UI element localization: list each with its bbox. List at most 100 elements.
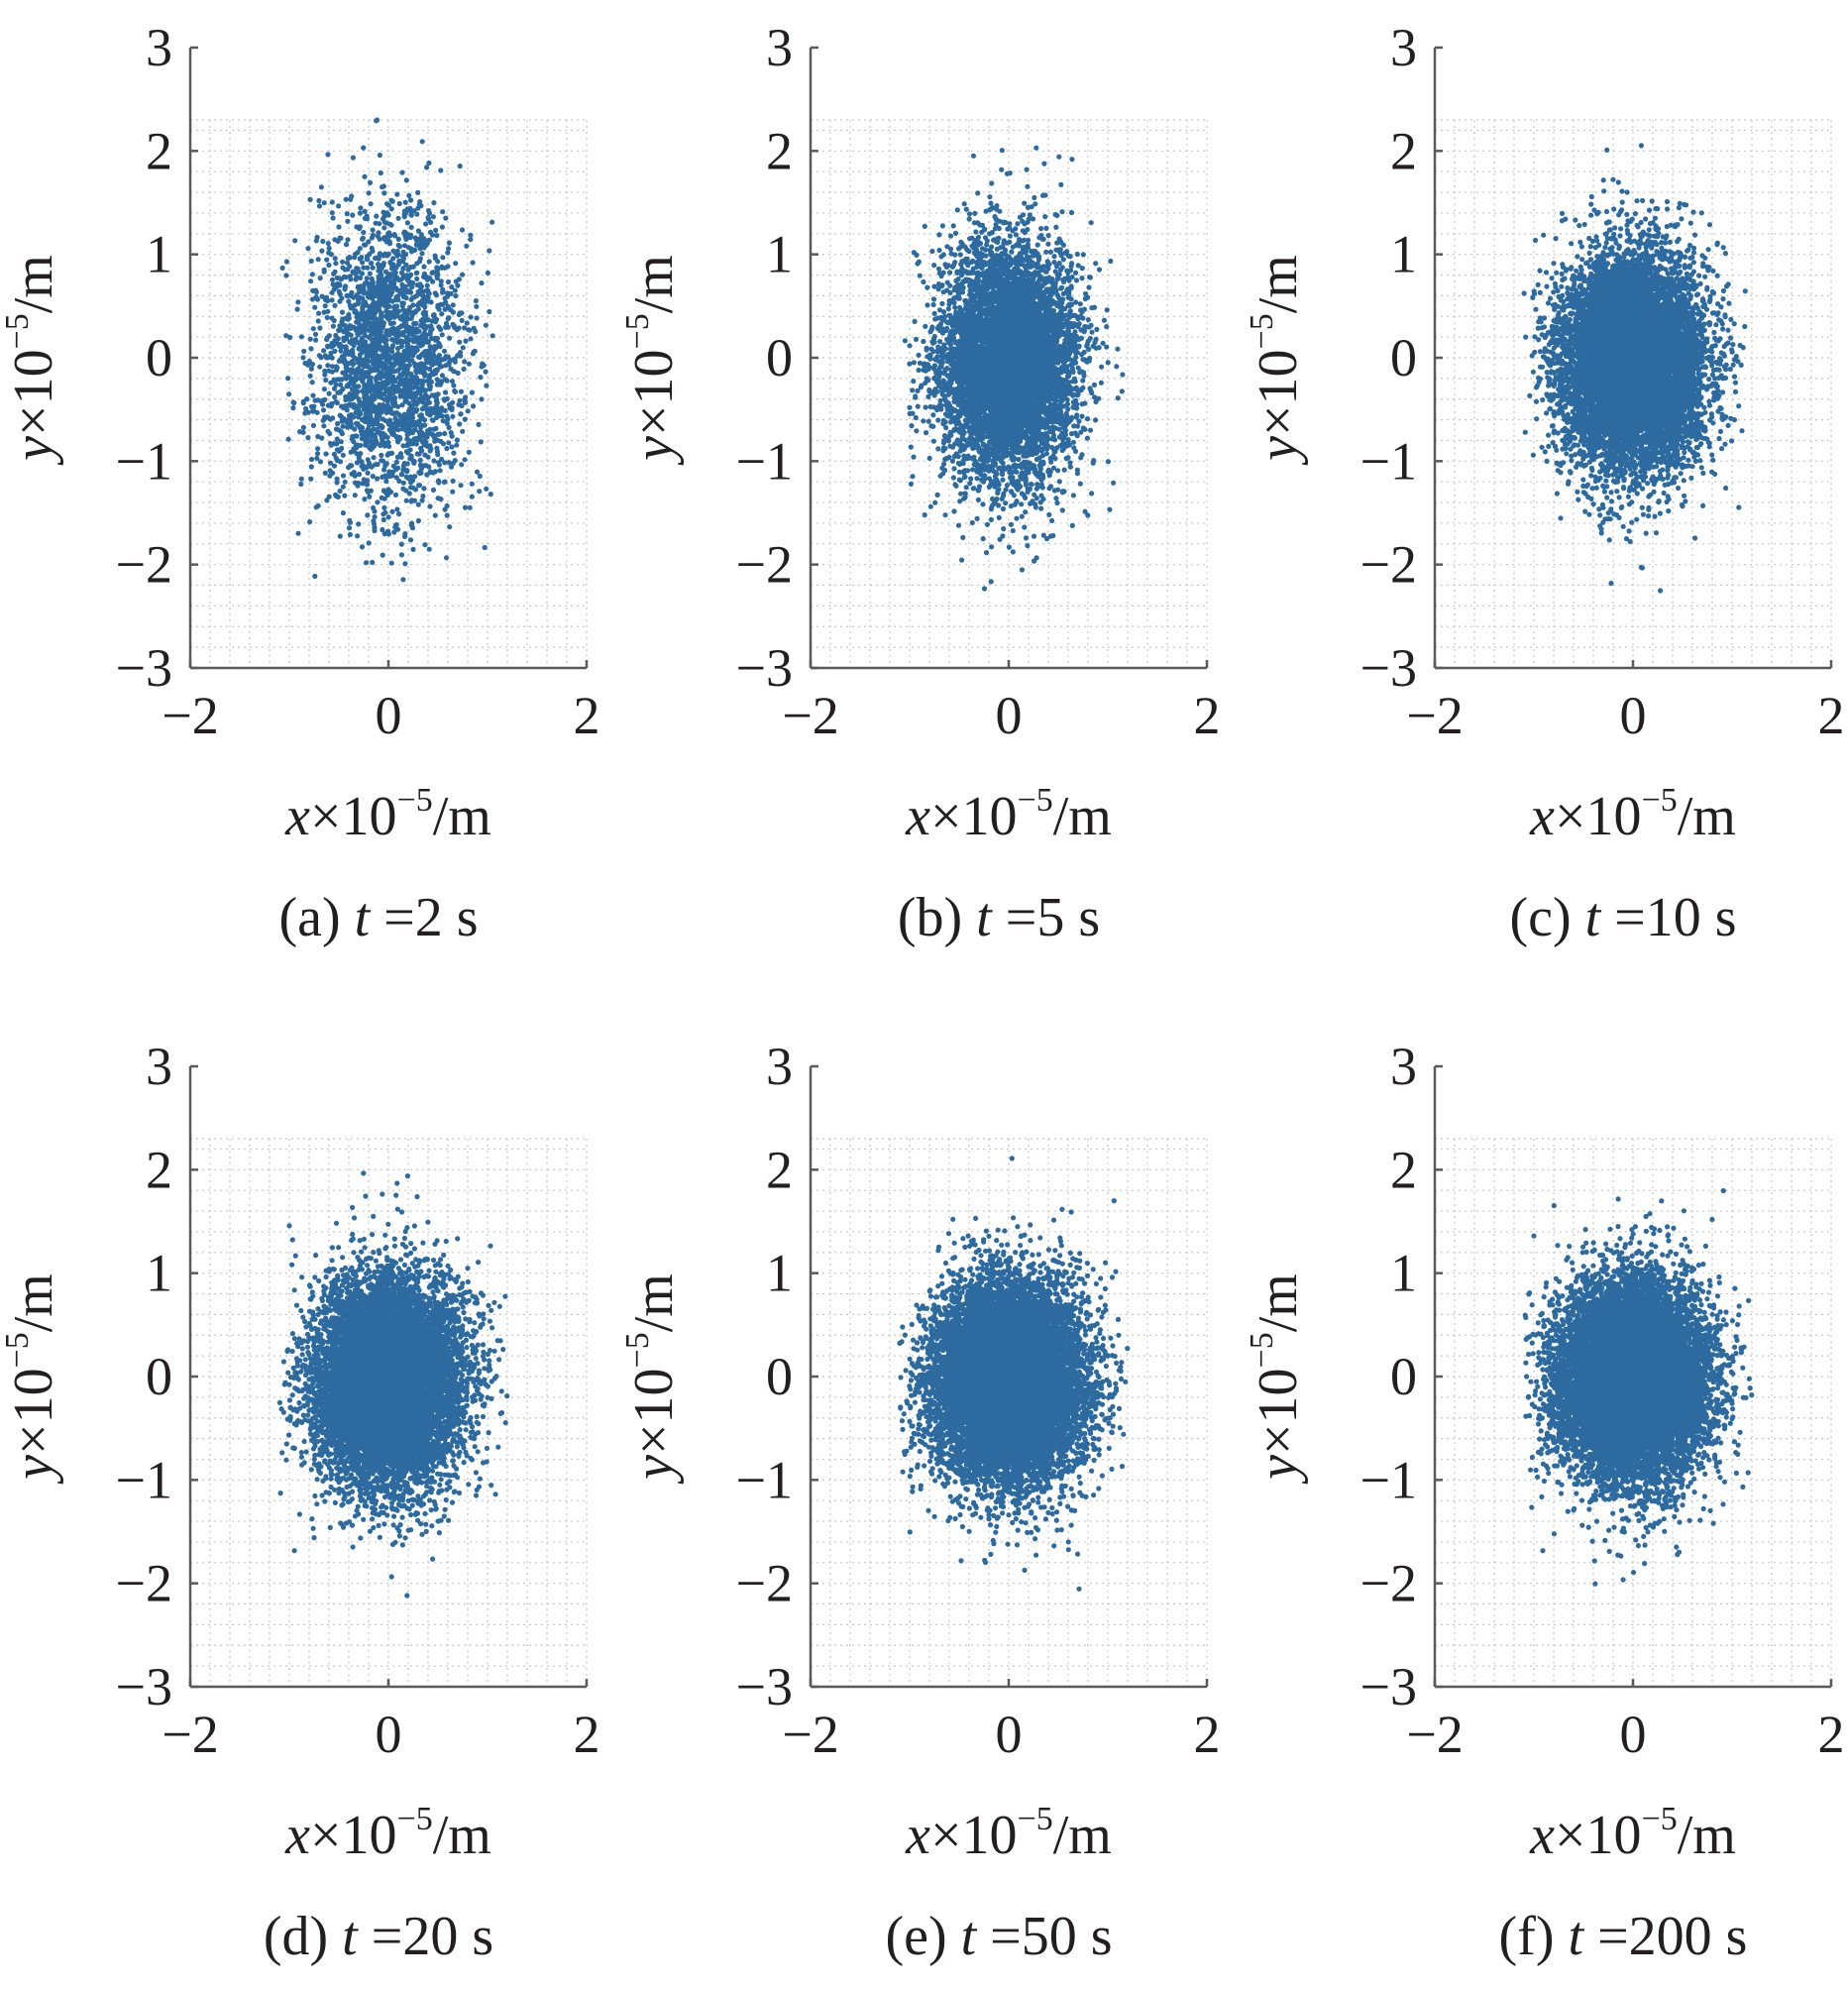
y-axis-label: y×10−5/m — [0, 1273, 64, 1485]
panel-caption-label: (a) — [278, 887, 354, 948]
y-axis-label: y×10−5/m — [1244, 255, 1309, 466]
x-tick-label: −2 — [162, 686, 218, 745]
scatter-point — [276, 1170, 510, 1599]
x-tick-label: −2 — [1406, 686, 1463, 745]
x-tick-label: 0 — [996, 1705, 1023, 1764]
x-axis-label-var: x — [284, 786, 310, 847]
y-tick-label: 3 — [146, 1037, 172, 1096]
y-axis-label-exp: −5 — [0, 1332, 36, 1368]
y-tick-label: 1 — [1390, 1244, 1417, 1303]
y-tick-label: 2 — [766, 121, 793, 180]
y-tick-label: −1 — [1360, 1450, 1417, 1509]
x-tick-label: 0 — [1620, 686, 1647, 745]
y-tick-label: 3 — [146, 18, 172, 77]
x-axis-label-exp: −5 — [397, 1801, 433, 1837]
y-tick-label: 1 — [766, 225, 793, 284]
panel-caption-var: t — [961, 1906, 978, 1967]
panel-caption-value: =20 s — [358, 1906, 493, 1967]
y-tick-label: −2 — [1360, 1554, 1417, 1613]
y-axis-label-var: y — [3, 436, 64, 466]
y-axis-label-exp: −5 — [1244, 1332, 1280, 1368]
y-axis-label-exp: −5 — [1244, 313, 1280, 349]
x-tick-label: 0 — [996, 686, 1023, 745]
y-tick-label: −3 — [1360, 1657, 1417, 1716]
scatter-point — [1521, 143, 1748, 594]
x-axis-label-base: ×10 — [310, 786, 397, 847]
y-tick-label: 1 — [146, 225, 172, 284]
y-tick-label: 0 — [766, 1347, 793, 1406]
x-axis-label-exp: −5 — [397, 782, 433, 819]
y-tick-label: 0 — [1390, 328, 1417, 387]
x-axis-label-unit: /m — [1053, 786, 1112, 847]
x-axis-label: x×10−5/m — [905, 782, 1112, 847]
x-tick-label: 0 — [376, 686, 402, 745]
y-axis-label-var: y — [1248, 436, 1309, 466]
y-axis-label: y×10−5/m — [1244, 1273, 1309, 1485]
x-axis-label: x×10−5/m — [1529, 1801, 1736, 1866]
scatter-point — [279, 117, 495, 583]
y-tick-label: −2 — [116, 535, 172, 595]
scatter-points — [279, 117, 495, 583]
grid — [811, 119, 1208, 668]
y-tick-label: 3 — [1390, 1037, 1417, 1096]
y-tick-label: −2 — [736, 535, 793, 595]
panel-caption-value: =2 s — [370, 887, 478, 948]
y-tick-label: −1 — [736, 431, 793, 491]
panel-caption-var: t — [976, 887, 993, 948]
x-tick-label: −2 — [1406, 1705, 1463, 1764]
scatter-point — [902, 145, 1126, 592]
y-tick-label: −1 — [116, 431, 172, 491]
x-axis-label: x×10−5/m — [284, 1801, 491, 1866]
y-tick-label: 1 — [1390, 225, 1417, 284]
x-tick-label: 0 — [376, 1705, 402, 1764]
y-tick-label: 2 — [146, 1140, 172, 1199]
panel-caption: (f) t =200 s — [1499, 1906, 1748, 1967]
y-axis-label-unit: /m — [3, 255, 64, 313]
y-axis-label: y×10−5/m — [0, 255, 64, 466]
x-axis-label: x×10−5/m — [1529, 782, 1736, 847]
x-tick-label: 2 — [1818, 1705, 1845, 1764]
y-axis-label-exp: −5 — [0, 313, 36, 349]
y-tick-label: 2 — [146, 121, 172, 180]
scatter-point — [897, 1156, 1131, 1592]
x-axis-label-exp: −5 — [1642, 1801, 1678, 1837]
y-tick-label: 3 — [1390, 18, 1417, 77]
x-axis-label-var: x — [905, 1805, 930, 1866]
y-axis-label-exp: −5 — [619, 1332, 656, 1368]
panel-caption-value: =5 s — [992, 887, 1100, 948]
y-tick-label: 2 — [766, 1140, 793, 1199]
panel-caption-value: =10 s — [1600, 887, 1736, 948]
x-axis-label-unit: /m — [433, 1805, 491, 1866]
y-tick-label: 1 — [146, 1244, 172, 1303]
y-tick-label: −1 — [1360, 431, 1417, 491]
x-tick-label: −2 — [782, 1705, 838, 1764]
x-axis-label-unit: /m — [1678, 1805, 1736, 1866]
y-tick-label: −3 — [1360, 638, 1417, 698]
y-axis-label-base: ×10 — [3, 1368, 64, 1455]
x-axis-label: x×10−5/m — [905, 1801, 1112, 1866]
y-tick-label: −1 — [116, 1450, 172, 1509]
scatter-point — [1522, 1187, 1755, 1587]
panel-caption: (a) t =2 s — [278, 887, 478, 948]
scatter-points — [902, 145, 1126, 592]
y-axis-label-var: y — [3, 1455, 64, 1485]
panel-caption-label: (b) — [898, 887, 976, 948]
x-tick-label: 2 — [1194, 1705, 1221, 1764]
panel-caption: (c) t =10 s — [1509, 887, 1736, 948]
panel-caption-value: =50 s — [976, 1906, 1112, 1967]
y-axis-label-base: ×10 — [1248, 349, 1309, 436]
panel-caption-label: (e) — [885, 1906, 960, 1967]
x-axis-label-var: x — [1529, 1805, 1555, 1866]
x-axis-label-var: x — [284, 1805, 310, 1866]
panel-caption: (d) t =20 s — [264, 1906, 493, 1967]
y-axis-label-var: y — [623, 436, 685, 466]
y-tick-label: 3 — [766, 1037, 793, 1096]
y-tick-label: −2 — [1360, 535, 1417, 595]
y-tick-label: 0 — [1390, 1347, 1417, 1406]
x-axis-label-unit: /m — [1678, 786, 1736, 847]
x-tick-label: 2 — [574, 1705, 600, 1764]
